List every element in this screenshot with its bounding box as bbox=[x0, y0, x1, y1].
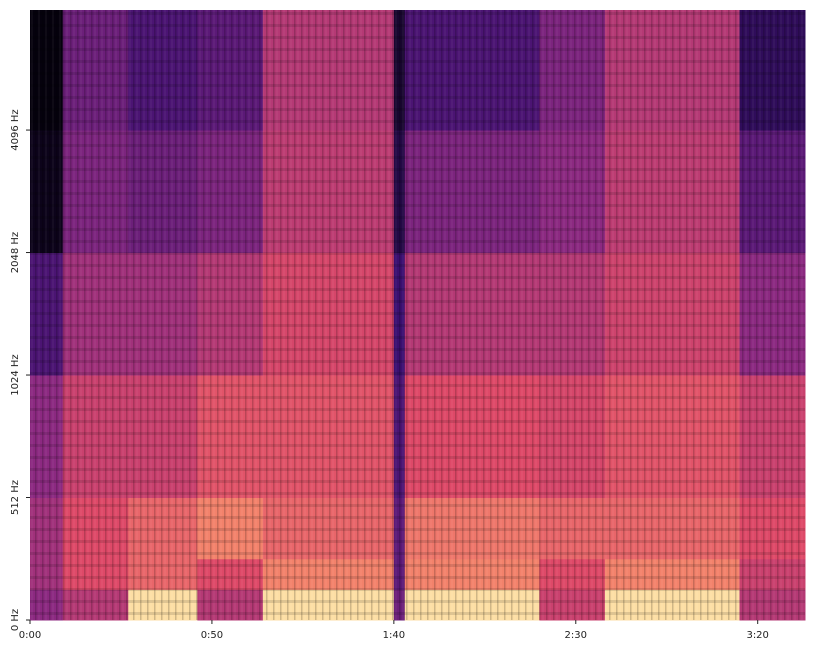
y-tick-label: 512 Hz bbox=[10, 480, 21, 515]
texture bbox=[30, 10, 805, 620]
x-tick-label: 0:00 bbox=[19, 630, 41, 641]
y-tick-label: 2048 Hz bbox=[10, 232, 21, 273]
y-tick-label: 4096 Hz bbox=[10, 109, 21, 150]
y-tick-label: 0 Hz bbox=[10, 609, 21, 631]
x-tick-label: 1:40 bbox=[383, 630, 405, 641]
x-tick-label: 2:30 bbox=[565, 630, 587, 641]
y-tick-label: 1024 Hz bbox=[10, 354, 21, 395]
x-tick-label: 3:20 bbox=[746, 630, 768, 641]
x-tick-label: 0:50 bbox=[201, 630, 223, 641]
